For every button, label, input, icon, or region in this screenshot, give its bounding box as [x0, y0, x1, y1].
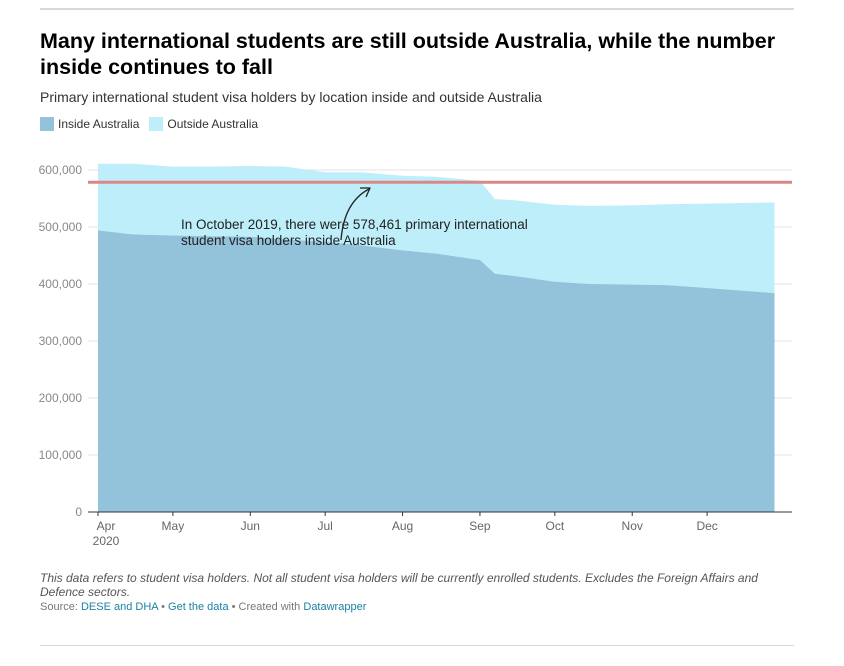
- annotation-text-line-1: In October 2019, there were 578,461 prim…: [181, 217, 528, 232]
- y-tick-label-0: 0: [75, 505, 82, 519]
- x-tick-label-Apr: Apr: [97, 519, 116, 533]
- source-link[interactable]: DESE and DHA: [80, 601, 159, 613]
- y-tick-label-600000: 600,000: [39, 163, 83, 177]
- x-tick-label-Jul: Jul: [317, 519, 332, 533]
- legend-label-outside: Outside Australia: [167, 117, 259, 131]
- source-line: Source: DESE and DHA • Get the data • Cr…: [40, 601, 366, 613]
- legend-item-outside: Outside Australia: [149, 117, 258, 131]
- legend-label-inside: Inside Australia: [58, 117, 140, 131]
- top-rule: [40, 8, 794, 10]
- axis-layer: 0 100,000 200,000 300,000 400,000 500,000 600,…: [39, 163, 792, 548]
- x-tick-sublabel-Apr: 2020: [93, 534, 120, 548]
- y-tick-label-100000: 100,000: [39, 448, 83, 462]
- source-prefix: Source:: [40, 601, 78, 613]
- annotation-arrowhead: [360, 187, 371, 198]
- x-tick-label-Oct: Oct: [545, 519, 564, 533]
- y-tick-label-300000: 300,000: [39, 334, 83, 348]
- legend: Inside Australia Outside Australia: [40, 117, 258, 131]
- area-chart: 0 100,000 200,000 300,000 400,000 500,000 600,…: [39, 163, 792, 548]
- area-layer: [98, 163, 775, 513]
- legend-item-inside: Inside Australia: [40, 117, 139, 131]
- y-tick-label-400000: 400,000: [39, 277, 83, 291]
- get-data-link[interactable]: Get the data: [168, 601, 229, 613]
- legend-swatch-outside: [149, 117, 164, 131]
- area-inside-australia: [98, 230, 775, 513]
- bottom-rule: [40, 645, 794, 646]
- chart-title: Many international students are still ou…: [40, 29, 776, 79]
- y-tick-label-500000: 500,000: [39, 220, 83, 234]
- x-tick-label-Jun: Jun: [241, 519, 260, 533]
- x-tick-label-May: May: [162, 519, 185, 533]
- area-outside-australia: [98, 163, 775, 294]
- legend-swatch-inside: [40, 117, 54, 131]
- x-tick-label-Aug: Aug: [392, 519, 413, 533]
- x-tick-label-Sep: Sep: [469, 519, 491, 533]
- x-tick-label-Nov: Nov: [622, 519, 643, 533]
- y-tick-label-200000: 200,000: [39, 391, 83, 405]
- annotation-layer: In October 2019, there were 578,461 prim…: [181, 187, 528, 248]
- annotation-arrow: [340, 188, 370, 241]
- separator-2: •: [231, 601, 236, 613]
- chart-notes: This data refers to student visa holders…: [40, 571, 758, 599]
- created-with-text: Created with: [238, 601, 301, 613]
- chart-subtitle: Primary international student visa holde…: [40, 89, 542, 105]
- x-tick-label-Dec: Dec: [696, 519, 717, 533]
- datawrapper-link[interactable]: Datawrapper: [303, 601, 367, 613]
- annotation-text-line-2: student visa holders inside Australia: [181, 233, 396, 248]
- separator-1: •: [161, 601, 165, 613]
